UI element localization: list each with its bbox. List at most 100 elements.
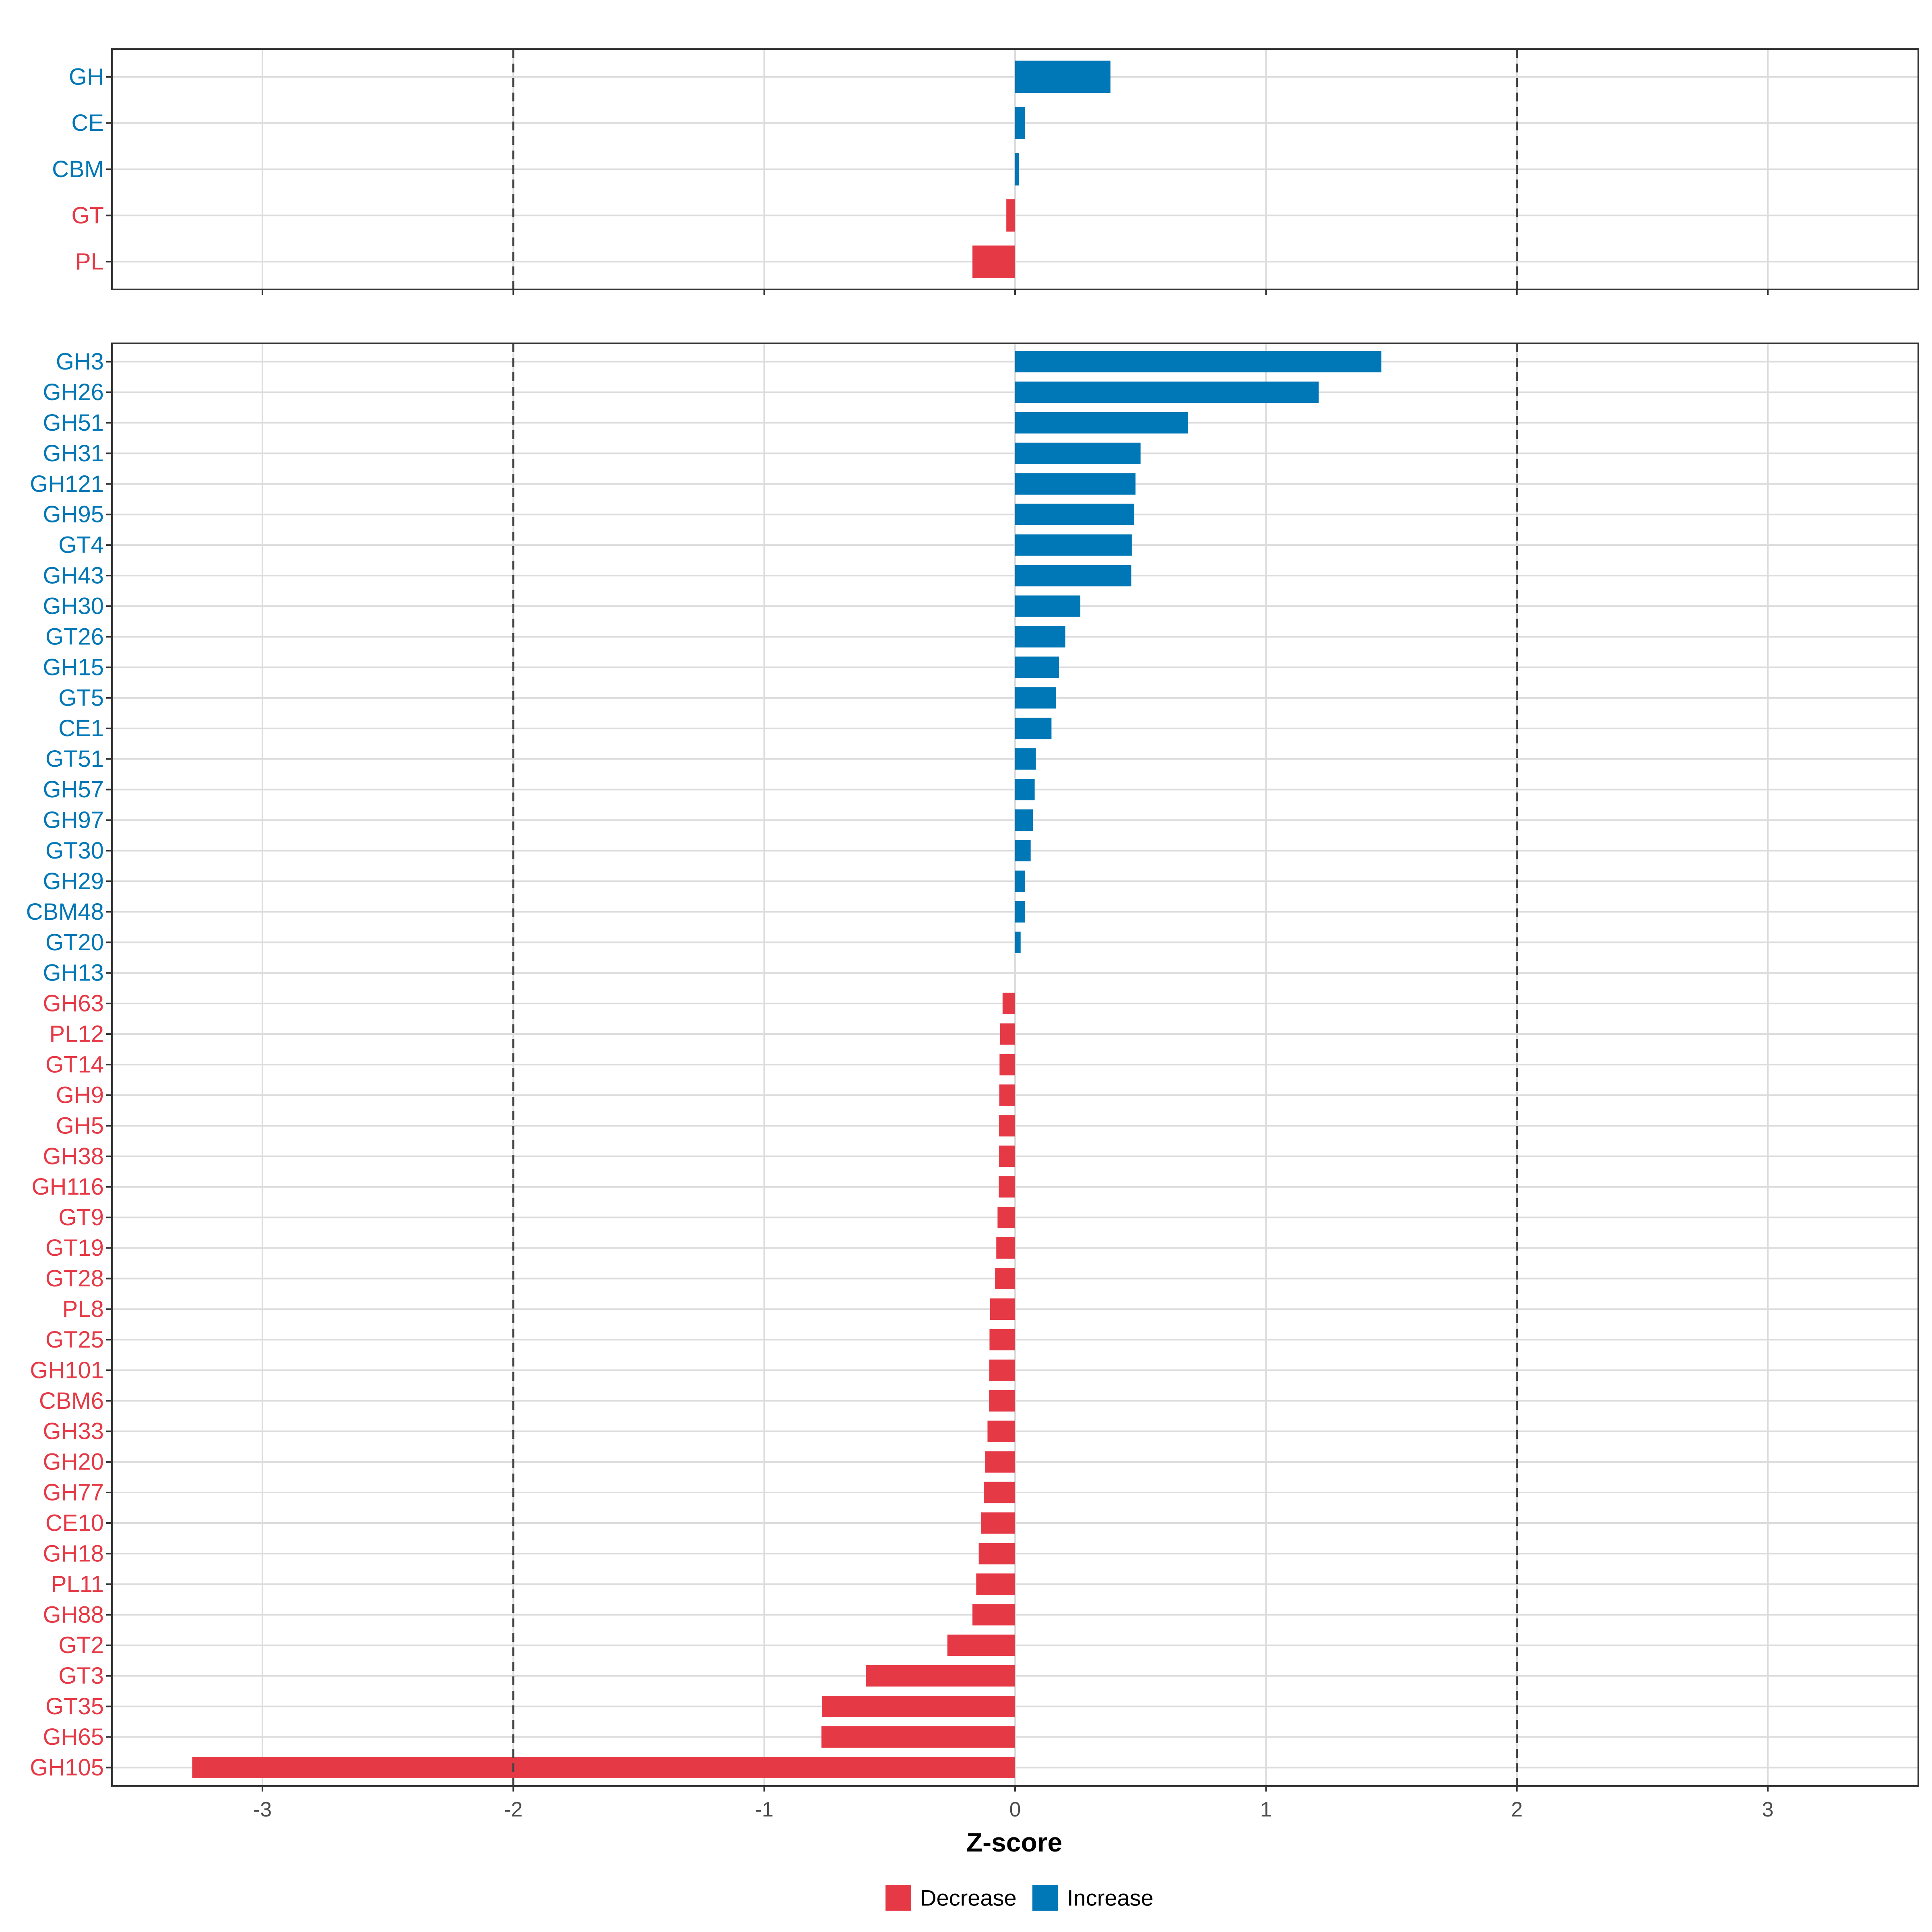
category-label-GT51: GT51 <box>45 746 104 772</box>
category-label-GH33: GH33 <box>43 1418 104 1445</box>
category-label-PL: PL <box>75 249 104 275</box>
bar-PL <box>972 245 1015 278</box>
legend-key-increase <box>1032 1885 1058 1911</box>
bar-GH31 <box>1015 442 1141 464</box>
category-label-GH18: GH18 <box>43 1540 104 1567</box>
x-tick-label: 3 <box>1762 1798 1774 1821</box>
category-label-GT5: GT5 <box>58 685 104 711</box>
bar-GH38 <box>999 1146 1015 1167</box>
category-label-GH51: GH51 <box>43 410 104 436</box>
bar-GH30 <box>1015 595 1081 617</box>
panel-border <box>111 343 1919 1787</box>
category-label-GH38: GH38 <box>43 1143 104 1169</box>
x-tick-label: -1 <box>755 1798 774 1821</box>
category-label-GT28: GT28 <box>45 1265 104 1292</box>
category-label-CBM6: CBM6 <box>39 1388 104 1414</box>
bar-GH26 <box>1015 381 1319 403</box>
category-label-GH15: GH15 <box>43 654 104 680</box>
category-label-GH20: GH20 <box>43 1449 104 1475</box>
category-label-GH43: GH43 <box>43 563 104 589</box>
category-label-CBM48: CBM48 <box>26 899 104 925</box>
category-label-GH26: GH26 <box>43 379 104 405</box>
category-label-GH9: GH9 <box>56 1082 104 1108</box>
category-label-GH5: GH5 <box>56 1113 104 1139</box>
legend: Decrease Increase <box>886 1885 1154 1911</box>
panel-class: GH CE CBM GT PL <box>52 48 1919 295</box>
category-label-GH31: GH31 <box>43 440 104 466</box>
bar-GH <box>1015 60 1110 93</box>
category-label-GH88: GH88 <box>43 1602 104 1628</box>
bar-CE <box>1015 107 1025 139</box>
x-axis: -3 -2 -1 0 1 2 3 <box>253 1798 1774 1821</box>
bar-GH43 <box>1015 565 1131 586</box>
x-tick-label: -3 <box>253 1798 272 1821</box>
category-label-CE: CE <box>71 110 104 136</box>
bar-GH101 <box>989 1359 1015 1381</box>
x-axis-title: Z-score <box>966 1827 1062 1857</box>
category-label-PL11: PL11 <box>51 1571 104 1597</box>
bar-GH3 <box>1015 351 1382 373</box>
category-label-GT4: GT4 <box>58 532 104 558</box>
category-label-GH63: GH63 <box>43 991 104 1017</box>
bar-CBM48 <box>1015 901 1025 923</box>
bar-GH33 <box>987 1420 1015 1442</box>
legend-label-increase: Increase <box>1067 1885 1154 1911</box>
category-label-GH97: GH97 <box>43 807 104 833</box>
category-label-GH57: GH57 <box>43 776 104 803</box>
bar-GT2 <box>947 1635 1015 1656</box>
bar-GT3 <box>866 1665 1015 1687</box>
category-label-GH121: GH121 <box>30 471 104 497</box>
category-label-GT2: GT2 <box>58 1632 104 1658</box>
bar-GT51 <box>1015 748 1036 770</box>
category-label-CE1: CE1 <box>58 715 104 741</box>
category-label-GT3: GT3 <box>58 1663 104 1689</box>
bar-GT28 <box>995 1267 1015 1290</box>
bar-GH88 <box>972 1604 1015 1626</box>
bar-PL8 <box>990 1298 1015 1320</box>
category-label-GH101: GH101 <box>30 1357 104 1383</box>
category-label-GH30: GH30 <box>43 593 104 619</box>
category-label-GT20: GT20 <box>45 929 104 956</box>
bar-GH51 <box>1015 412 1189 433</box>
bar-GH29 <box>1015 870 1025 892</box>
category-label-GH77: GH77 <box>43 1480 104 1506</box>
category-label-GH65: GH65 <box>43 1724 104 1750</box>
x-tick-label: -2 <box>504 1798 522 1821</box>
x-tick-label: 0 <box>1009 1798 1021 1821</box>
bar-GH116 <box>999 1176 1015 1198</box>
category-label-GT: GT <box>71 202 104 229</box>
legend-key-decrease <box>886 1885 911 1911</box>
bar-GH97 <box>1015 809 1033 831</box>
bar-GT26 <box>1015 626 1065 648</box>
bar-CBM6 <box>989 1390 1015 1412</box>
x-tick-label: 1 <box>1260 1798 1272 1821</box>
category-label-GT25: GT25 <box>45 1327 104 1353</box>
bar-GH9 <box>999 1084 1015 1106</box>
category-label-GT30: GT30 <box>45 838 104 864</box>
bar-GH20 <box>985 1451 1015 1473</box>
category-label-CE10: CE10 <box>45 1510 104 1536</box>
bar-GH77 <box>984 1482 1015 1503</box>
bar-GH57 <box>1015 779 1035 801</box>
category-label-GT35: GT35 <box>45 1693 104 1719</box>
x-tick-label: 2 <box>1511 1798 1523 1821</box>
bar-GH15 <box>1015 656 1059 678</box>
bar-GT20 <box>1015 931 1021 953</box>
panel-family: GH3 GH26 GH51 GH31 GH121 GH95 GT4 GH43 GH30 GT26 G… <box>26 343 1919 1792</box>
bar-GT <box>1006 199 1015 232</box>
bar-GH121 <box>1015 473 1136 495</box>
bar-GH65 <box>821 1726 1015 1748</box>
bar-GH18 <box>978 1543 1015 1565</box>
bar-GT19 <box>996 1237 1015 1259</box>
bar-GH5 <box>999 1115 1015 1137</box>
bar-PL12 <box>1000 1023 1015 1045</box>
category-label-GT9: GT9 <box>58 1204 104 1230</box>
bar-GH63 <box>1002 993 1015 1014</box>
category-label-GH95: GH95 <box>43 502 104 528</box>
bar-GT30 <box>1015 840 1031 862</box>
bar-GH95 <box>1015 504 1135 525</box>
bar-CE10 <box>981 1512 1015 1534</box>
bar-GT14 <box>999 1054 1015 1075</box>
category-label-GH: GH <box>69 64 104 90</box>
